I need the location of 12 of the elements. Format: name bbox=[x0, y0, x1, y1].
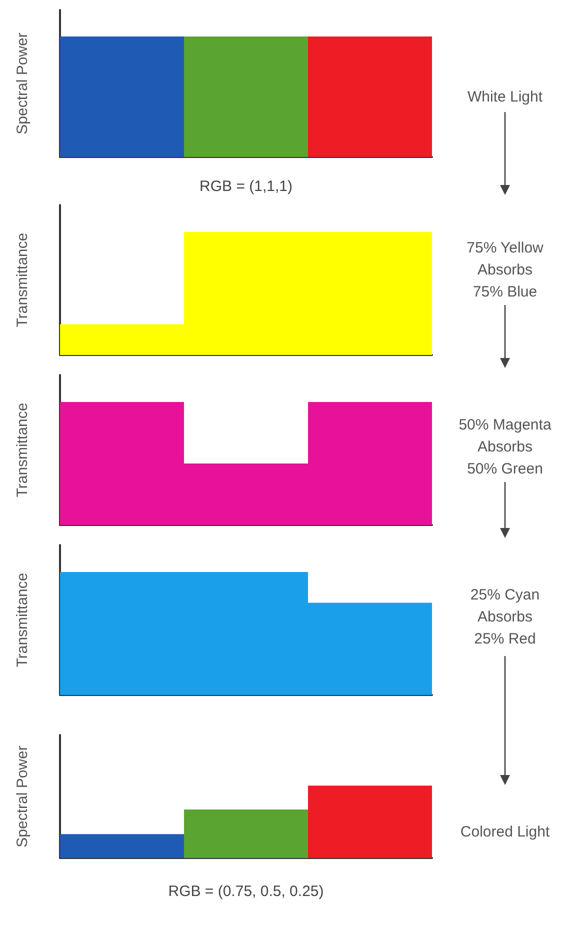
y-axis-title: Transmittance bbox=[14, 572, 31, 668]
text: 75% Yellow Absorbs 75% Blue bbox=[466, 240, 544, 300]
y-axis-title: Spectral Power bbox=[14, 32, 31, 134]
y-axis-title: Transmittance bbox=[14, 402, 31, 498]
text: 25% Cyan Absorbs 25% Red bbox=[470, 586, 540, 648]
x-axis-title: RGB = (1,1,1) bbox=[200, 178, 292, 195]
x-axis-title: RGB = (0.75, 0.5, 0.25) bbox=[168, 883, 324, 900]
text: 50% Magenta Absorbs 50% Green bbox=[458, 416, 552, 478]
y-axis-title: Transmittance bbox=[14, 232, 31, 328]
y-axis-title: Spectral Power bbox=[14, 746, 31, 848]
text: Colored Light bbox=[460, 824, 550, 840]
text: White Light bbox=[467, 88, 544, 106]
